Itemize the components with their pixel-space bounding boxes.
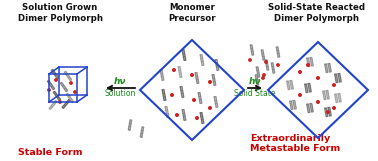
Polygon shape (200, 55, 204, 66)
Circle shape (176, 114, 178, 116)
Polygon shape (47, 80, 55, 90)
Polygon shape (195, 72, 199, 83)
Circle shape (59, 101, 61, 103)
Polygon shape (276, 47, 280, 57)
Polygon shape (182, 50, 186, 61)
Circle shape (327, 111, 329, 113)
Polygon shape (212, 75, 216, 85)
Circle shape (333, 84, 335, 86)
Text: Stable Form: Stable Form (18, 148, 82, 157)
Polygon shape (287, 81, 290, 90)
Circle shape (299, 94, 301, 96)
Polygon shape (307, 58, 310, 67)
Text: hν: hν (114, 76, 126, 85)
Circle shape (249, 59, 251, 61)
Polygon shape (182, 109, 186, 120)
Circle shape (299, 71, 301, 73)
Polygon shape (51, 69, 59, 79)
Text: Monomer
Precursor: Monomer Precursor (168, 3, 216, 23)
Polygon shape (335, 74, 338, 83)
Text: Extraordinarily
Metastable Form: Extraordinarily Metastable Form (250, 134, 340, 153)
Polygon shape (308, 83, 311, 92)
Polygon shape (64, 71, 71, 81)
Polygon shape (265, 60, 269, 70)
Polygon shape (162, 90, 166, 100)
Polygon shape (140, 127, 144, 137)
Circle shape (74, 91, 76, 93)
Polygon shape (178, 66, 182, 77)
Polygon shape (305, 84, 308, 93)
Circle shape (196, 117, 198, 119)
Text: Solid State: Solid State (234, 89, 276, 98)
Circle shape (193, 99, 195, 101)
Polygon shape (310, 57, 313, 66)
Polygon shape (290, 80, 293, 89)
Text: Solid-State Reacted
Dimer Polymorph: Solid-State Reacted Dimer Polymorph (268, 3, 364, 23)
Circle shape (265, 61, 267, 63)
Polygon shape (335, 94, 338, 103)
Polygon shape (160, 70, 164, 80)
Circle shape (277, 64, 279, 66)
Circle shape (317, 101, 319, 103)
Polygon shape (67, 93, 74, 103)
Polygon shape (325, 108, 328, 117)
Circle shape (209, 107, 211, 109)
Polygon shape (325, 64, 328, 73)
Polygon shape (200, 113, 204, 123)
Circle shape (191, 74, 193, 76)
Polygon shape (255, 75, 259, 85)
Circle shape (171, 94, 173, 96)
Circle shape (55, 79, 57, 81)
Polygon shape (310, 103, 313, 112)
Polygon shape (180, 86, 184, 97)
Text: Solution Grown
Dimer Polymorph: Solution Grown Dimer Polymorph (17, 3, 102, 23)
Polygon shape (198, 93, 202, 104)
Circle shape (333, 107, 335, 109)
Polygon shape (326, 90, 329, 99)
Polygon shape (53, 91, 60, 101)
Polygon shape (338, 93, 341, 102)
Polygon shape (215, 60, 219, 71)
Polygon shape (49, 101, 57, 109)
Circle shape (262, 77, 264, 79)
Polygon shape (323, 91, 326, 100)
Circle shape (317, 77, 319, 79)
Polygon shape (256, 67, 260, 77)
Polygon shape (261, 50, 265, 60)
Polygon shape (307, 104, 310, 113)
Circle shape (70, 82, 72, 84)
Circle shape (209, 81, 211, 83)
Text: hν: hν (249, 76, 261, 85)
Polygon shape (165, 107, 169, 118)
Polygon shape (250, 45, 254, 55)
Polygon shape (328, 107, 331, 116)
Polygon shape (214, 97, 218, 108)
Circle shape (307, 64, 309, 66)
Polygon shape (271, 63, 275, 73)
Polygon shape (128, 120, 132, 130)
Polygon shape (60, 82, 68, 92)
Polygon shape (290, 101, 293, 110)
Circle shape (173, 69, 175, 71)
Polygon shape (62, 99, 70, 109)
Text: Solution: Solution (104, 89, 136, 98)
Polygon shape (328, 63, 331, 72)
Circle shape (263, 74, 265, 76)
Polygon shape (338, 73, 341, 82)
Circle shape (48, 89, 50, 91)
Polygon shape (293, 100, 296, 109)
